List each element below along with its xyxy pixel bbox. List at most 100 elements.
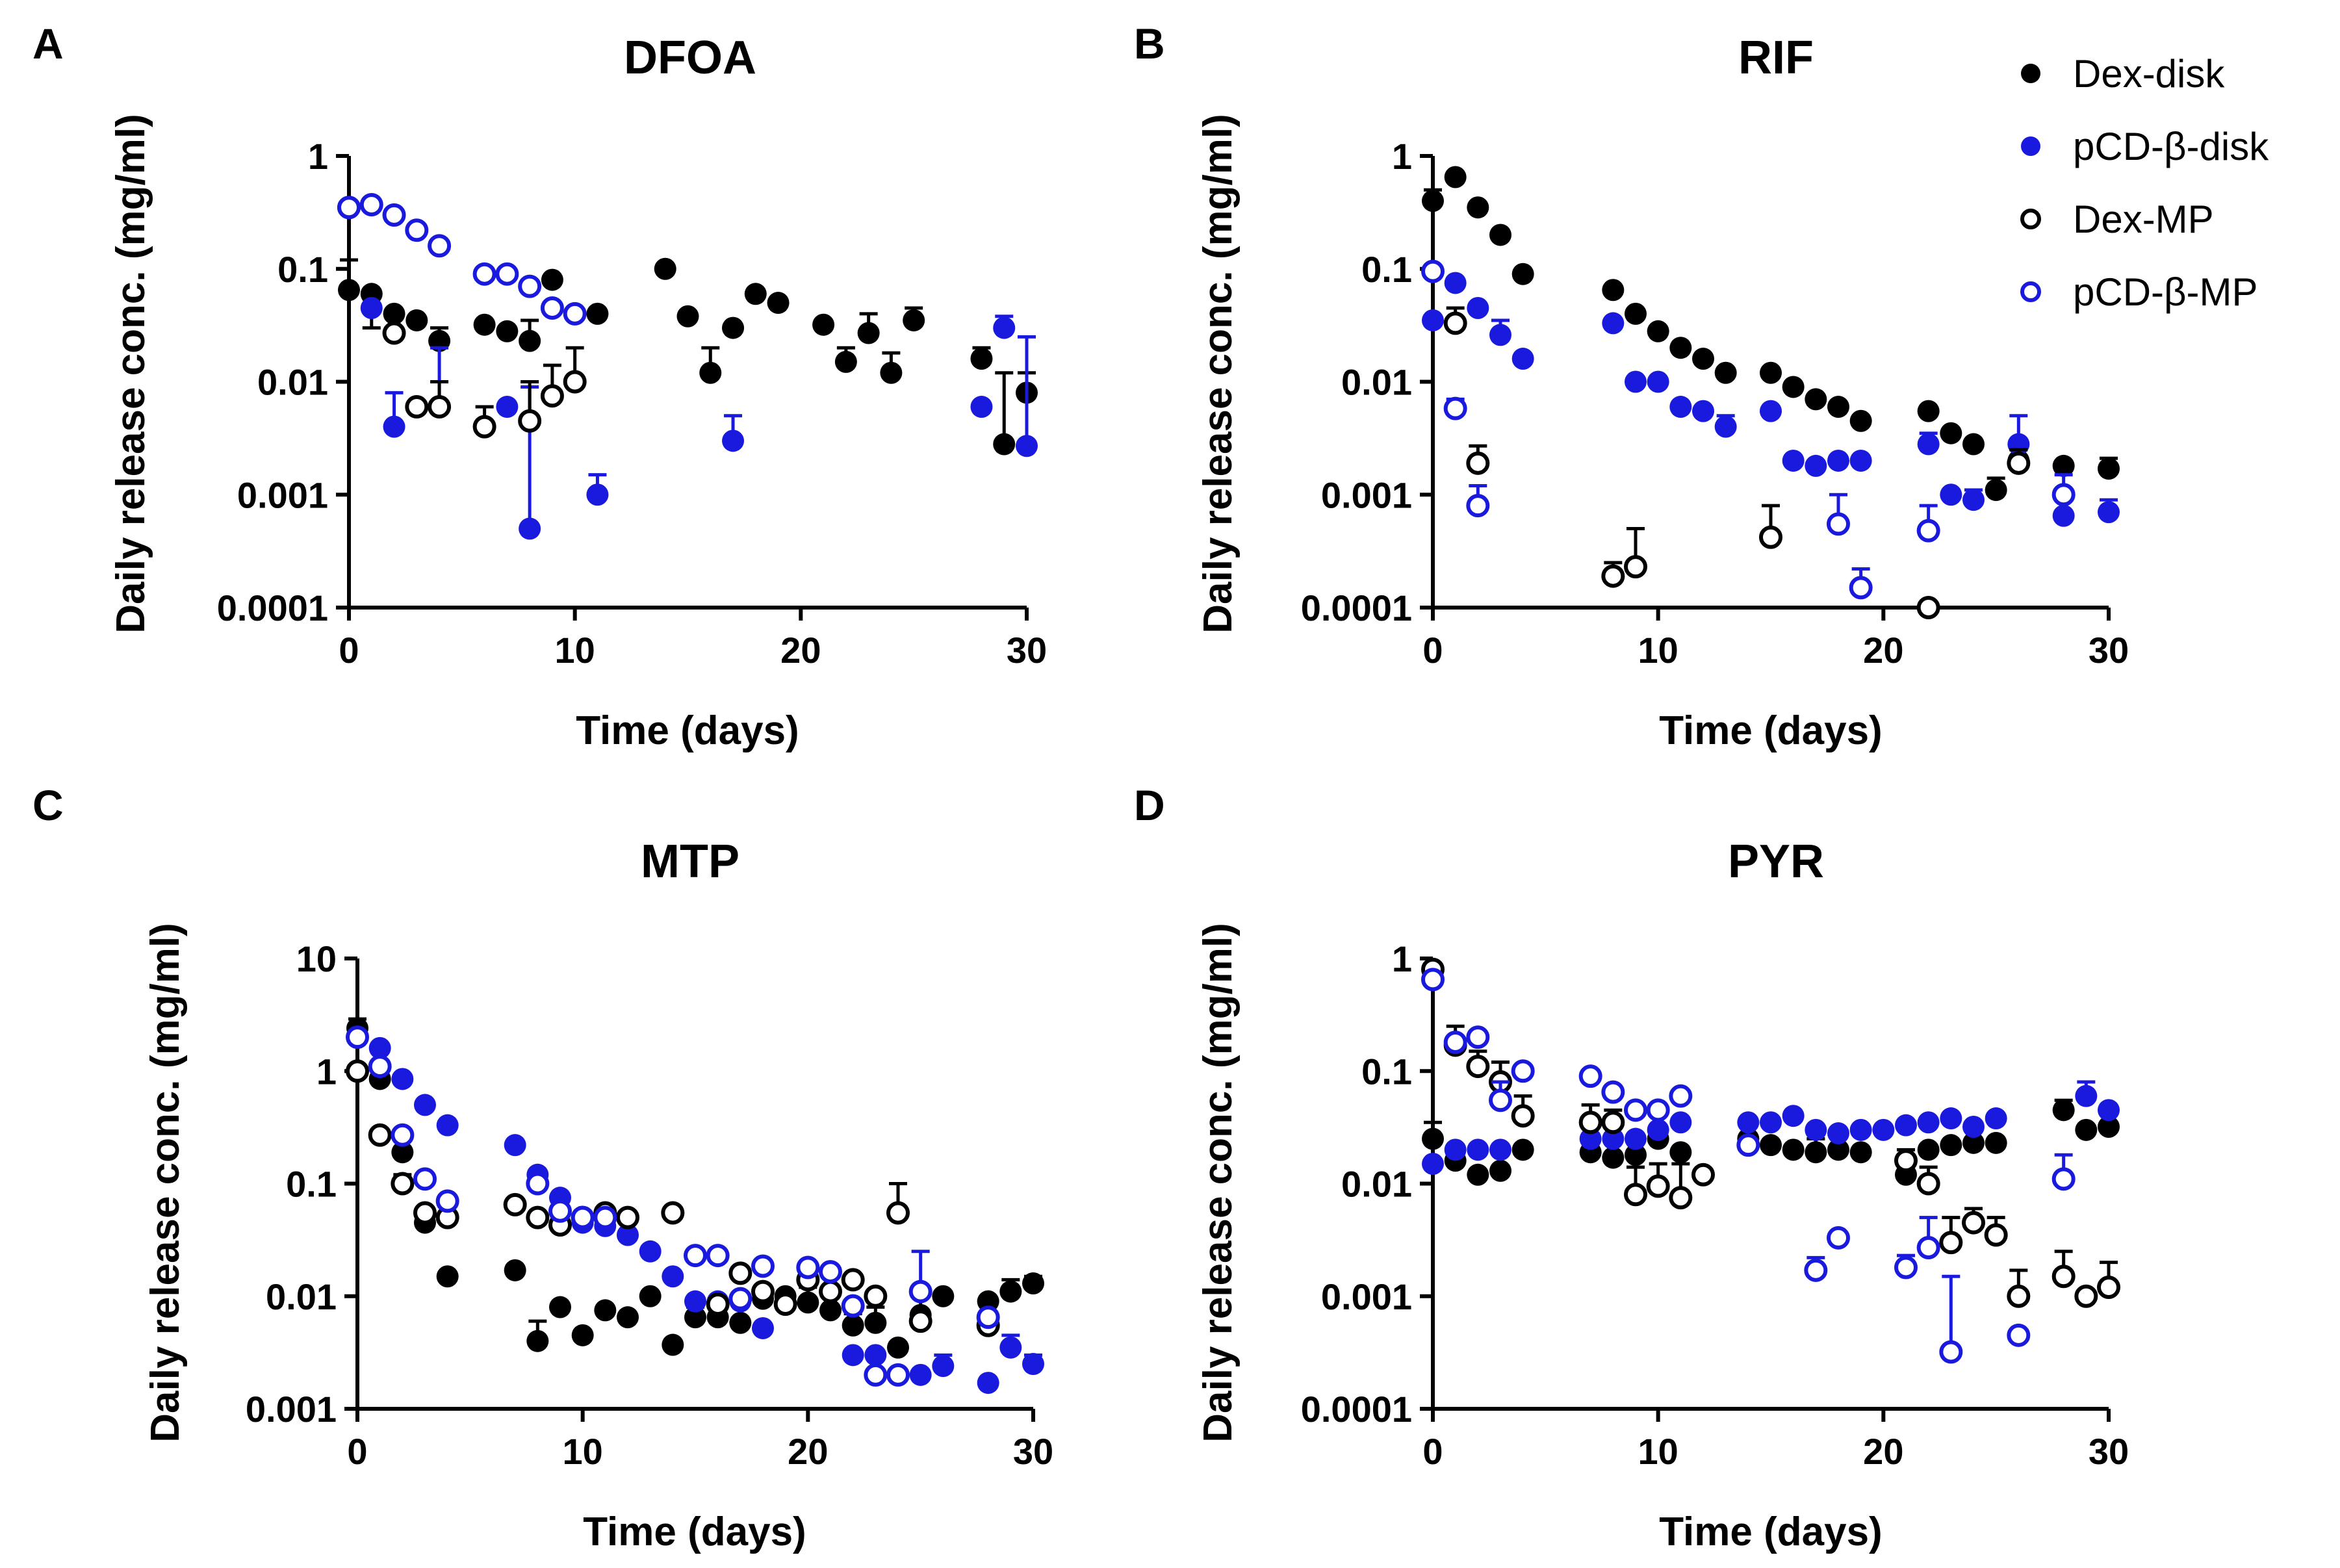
data-point-pcd-mp <box>819 1260 842 1284</box>
data-point-dex-disk <box>549 1296 571 1318</box>
data-point-dex-mp <box>616 1205 639 1229</box>
data-point-dex-disk <box>834 350 857 373</box>
data-point-dex-disk <box>1962 433 1985 456</box>
data-point-pcd-mp <box>1669 1084 1693 1108</box>
data-point-dex-mp <box>706 1292 730 1316</box>
y-tick-label: 1 <box>316 1051 337 1092</box>
data-point-pcd-mp <box>1466 1025 1490 1049</box>
data-point-pcd-disk <box>1692 400 1714 422</box>
data-point-dex-disk <box>1669 1141 1692 1164</box>
data-point-dex-mp <box>886 1201 910 1225</box>
data-point-dex-mp <box>526 1205 550 1229</box>
x-tick-label: 0 <box>339 630 359 671</box>
data-point-pcd-mp <box>359 193 383 217</box>
data-point-dex-mp <box>391 1172 415 1196</box>
data-point-pcd-mp <box>1827 512 1850 536</box>
data-point-pcd-mp <box>526 1172 550 1196</box>
data-point-pcd-disk <box>842 1344 864 1367</box>
data-point-pcd-mp <box>1849 576 1873 600</box>
panel-A-axes <box>347 156 1027 610</box>
data-point-pcd-disk <box>1962 1115 1985 1138</box>
data-point-pcd-disk <box>2075 1085 2098 1107</box>
data-point-pcd-disk <box>1827 1122 1849 1145</box>
panel-A-x-axis-label: Time (days) <box>576 708 799 753</box>
panel-D-y-axis-label: Daily release conc. (mg/ml) <box>1196 923 1241 1442</box>
data-point-dex-disk <box>993 433 1016 456</box>
data-point-dex-disk <box>1511 1138 1534 1161</box>
data-point-pcd-mp <box>908 1279 932 1304</box>
x-tick-label: 20 <box>788 1431 828 1472</box>
data-point-dex-mp <box>841 1268 865 1292</box>
panel-C: C MTP Daily release conc. (mg/ml) Time (… <box>32 781 1053 1554</box>
data-point-dex-disk <box>1962 1131 1985 1154</box>
legend-marker-dex-mp <box>2020 209 2041 229</box>
data-point-pcd-disk <box>368 1036 391 1059</box>
y-tick-label: 0.1 <box>1361 249 1412 290</box>
data-point-dex-mp <box>1624 1183 1647 1207</box>
panel-A-label: A <box>32 19 64 68</box>
panel-D-axes <box>1431 958 2109 1411</box>
data-point-pcd-disk <box>1625 370 1647 393</box>
data-point-dex-disk <box>2052 1099 2075 1122</box>
y-tick-label: 0.0001 <box>217 587 328 628</box>
data-point-pcd-mp <box>706 1244 730 1268</box>
panel-C-title: MTP <box>641 836 739 888</box>
x-tick-label: 10 <box>1638 1431 1678 1472</box>
data-point-pcd-disk <box>1760 400 1782 422</box>
x-tick-label: 0 <box>1422 630 1443 671</box>
legend-entry-pcd-mp: pCD-β-MP <box>2020 270 2258 314</box>
data-point-dex-mp <box>2051 1265 2076 1289</box>
data-point-pcd-disk <box>1737 1111 1760 1134</box>
data-point-dex-disk <box>999 1280 1022 1303</box>
legend: Dex-disk pCD-β-disk Dex-MP pCD-β-MP <box>2020 52 2269 314</box>
x-tick-label: 0 <box>1422 1431 1443 1472</box>
data-point-pcd-disk <box>2052 504 2075 527</box>
data-point-dex-mp <box>864 1284 888 1308</box>
data-point-pcd-disk <box>1647 1118 1669 1141</box>
data-point-dex-mp <box>540 384 564 408</box>
data-point-pcd-mp <box>1624 1098 1647 1122</box>
data-point-pcd-mp <box>1443 396 1467 420</box>
panel-B-marks <box>1421 166 2120 619</box>
data-point-pcd-mp <box>2051 483 2076 507</box>
data-point-pcd-disk <box>1917 1111 1940 1134</box>
data-point-pcd-mp <box>382 203 406 227</box>
data-point-dex-disk <box>744 283 767 305</box>
data-point-pcd-disk <box>1647 370 1669 393</box>
legend-label-pcd-disk: pCD-β-disk <box>2073 125 2269 168</box>
data-point-pcd-disk <box>1782 1105 1805 1127</box>
data-point-pcd-disk <box>1849 1118 1872 1141</box>
panel-B-title: RIF <box>1738 32 1814 84</box>
data-point-dex-disk <box>473 313 496 336</box>
data-point-pcd-mp <box>1916 1236 1940 1260</box>
panel-C-axes <box>355 958 1033 1411</box>
data-point-dex-mp <box>1578 1111 1602 1135</box>
data-point-dex-disk <box>2098 1115 2120 1138</box>
data-point-dex-disk <box>1444 166 1467 188</box>
data-point-pcd-disk <box>1895 1114 1917 1137</box>
legend-entry-dex-disk: Dex-disk <box>2021 52 2225 96</box>
data-point-dex-disk <box>2098 457 2120 480</box>
data-point-dex-disk <box>1940 422 1962 444</box>
data-point-pcd-mp <box>405 218 429 242</box>
legend-entry-dex-mp: Dex-MP <box>2020 198 2214 241</box>
data-point-pcd-disk <box>1602 312 1625 335</box>
x-tick-label: 10 <box>555 630 595 671</box>
data-point-pcd-mp <box>563 302 587 326</box>
data-point-dex-disk <box>1625 302 1647 325</box>
panel-C-label: C <box>32 781 64 829</box>
data-point-dex-disk <box>617 1306 639 1329</box>
data-point-pcd-disk <box>1422 1152 1444 1175</box>
panel-B-label: B <box>1134 19 1165 68</box>
data-point-pcd-disk <box>1669 396 1692 418</box>
data-point-dex-disk <box>684 1306 706 1329</box>
data-point-pcd-disk <box>519 517 541 540</box>
data-point-pcd-mp <box>2007 1323 2031 1347</box>
data-point-pcd-disk <box>1760 1111 1782 1134</box>
data-point-dex-mp <box>472 415 496 439</box>
panel-B-y-axis-label: Daily release conc. (mg/ml) <box>1196 114 1241 633</box>
y-tick-label: 0.01 <box>1341 362 1412 403</box>
data-point-dex-disk <box>880 361 903 384</box>
data-point-pcd-disk <box>1940 1107 1962 1130</box>
data-point-pcd-mp <box>1578 1064 1602 1088</box>
